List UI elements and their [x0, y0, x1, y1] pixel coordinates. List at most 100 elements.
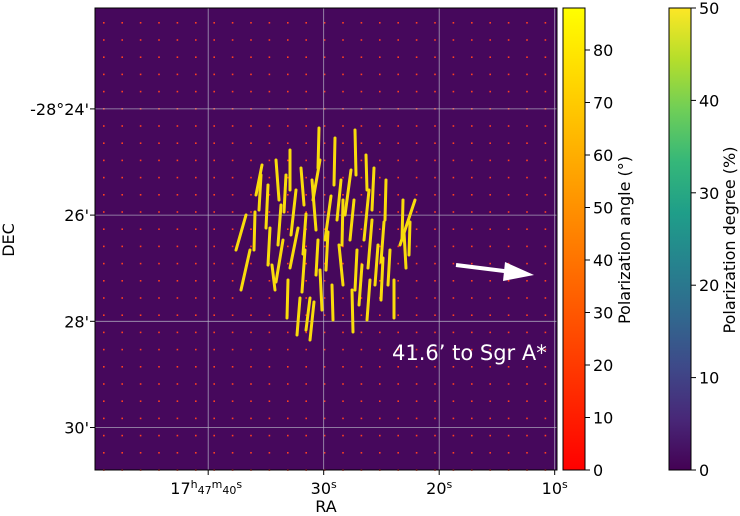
grid-dot [471, 22, 473, 24]
grid-dot [195, 56, 197, 58]
grid-dot [305, 348, 307, 351]
grid-dot [139, 176, 142, 179]
grid-dot [526, 331, 528, 334]
polarization-vector [330, 283, 335, 322]
x-tick-label: 17h47m40s [170, 478, 242, 498]
grid-dot [195, 297, 197, 299]
grid-dot [103, 297, 105, 299]
grid-dot [397, 280, 399, 282]
grid-dot [195, 245, 197, 248]
grid-dot [507, 211, 510, 213]
grid-dot [434, 417, 436, 420]
grid-dot [379, 245, 381, 248]
grid-dot [397, 211, 399, 213]
grid-dot [360, 159, 363, 162]
grid-dot [158, 400, 160, 402]
grid-dot [250, 366, 252, 368]
grid-dot [489, 56, 491, 58]
grid-dot [139, 297, 142, 299]
grid-dot [415, 159, 418, 162]
grid-dot [323, 297, 326, 299]
polarization-vector [402, 230, 408, 270]
grid-dot [489, 211, 491, 213]
grid-dot [213, 400, 215, 402]
grid-dot [526, 314, 528, 316]
grid-dot [231, 262, 234, 265]
grid-dot [287, 417, 289, 420]
grid-dot [360, 383, 363, 385]
grid-dot [471, 452, 473, 454]
grid-dot [415, 245, 418, 248]
grid-dot [121, 452, 123, 454]
grid-dot [452, 417, 455, 420]
grid-dot [305, 331, 307, 334]
grid-dot [250, 56, 252, 58]
grid-dot [250, 452, 252, 454]
polarization-vector [288, 226, 300, 270]
grid-dot [526, 452, 528, 454]
grid-dot [452, 56, 455, 58]
degree-tick-label: 0 [699, 461, 709, 480]
grid-dot [397, 331, 399, 334]
grid-dot [103, 39, 105, 41]
grid-dot [103, 159, 105, 162]
grid-dot [231, 417, 234, 420]
grid-dot [323, 331, 326, 334]
grid-dot [526, 194, 528, 196]
grid-dot [103, 417, 105, 420]
grid-dot [544, 434, 547, 437]
grid-dot [139, 348, 142, 351]
grid-dot [397, 90, 399, 93]
grid-dot [231, 297, 234, 299]
grid-dot [323, 280, 326, 282]
grid-dot [231, 228, 234, 230]
grid-dot [268, 366, 271, 368]
grid-dot [231, 176, 234, 179]
polarization-vector [362, 188, 371, 242]
grid-dot [213, 245, 215, 248]
grid-dot [305, 297, 307, 299]
grid-dot [544, 125, 547, 127]
sgr-a-direction-arrow-head [503, 262, 534, 281]
polarization-vector [295, 296, 302, 337]
grid-dot [360, 125, 363, 127]
grid-dot [323, 314, 326, 316]
grid-dot [121, 39, 123, 41]
grid-dot [397, 73, 399, 76]
grid-dot [231, 314, 234, 316]
grid-dot [544, 348, 547, 351]
grid-dot [526, 22, 528, 24]
polarization-vector [311, 158, 322, 202]
grid-dot [195, 452, 197, 454]
grid-dot [213, 331, 215, 334]
grid-dot [231, 159, 234, 162]
polarization-vector [366, 218, 374, 270]
angle-colorbar-gradient [562, 7, 586, 471]
grid-dot [452, 245, 455, 248]
angle-colorbar: 0 10 20 30 40 50 60 70 80 Polarization angle (°) [562, 7, 634, 480]
grid-dot [452, 314, 455, 316]
grid-dot [489, 366, 491, 368]
grid-dot [213, 125, 215, 127]
grid-dot [397, 245, 399, 248]
grid-dot [507, 228, 510, 230]
grid-dot [507, 39, 510, 41]
grid-dot [544, 176, 547, 179]
grid-dot [121, 280, 123, 282]
polarization-vector [324, 230, 330, 272]
grid-dot [452, 142, 455, 144]
grid-dot [268, 176, 271, 179]
grid-dot [471, 211, 473, 213]
grid-dot [139, 280, 142, 282]
grid-dot [360, 176, 363, 179]
polarization-vector [266, 226, 272, 267]
polarization-vector [340, 198, 345, 247]
polarization-vector [370, 166, 376, 212]
grid-dot [507, 434, 510, 437]
grid-dot [268, 142, 271, 144]
degree-colorbar-gradient [668, 7, 692, 471]
grid-dot [287, 22, 289, 24]
grid-dot [452, 383, 455, 385]
grid-dot [231, 400, 234, 402]
degree-tick-label: 10 [699, 369, 719, 388]
